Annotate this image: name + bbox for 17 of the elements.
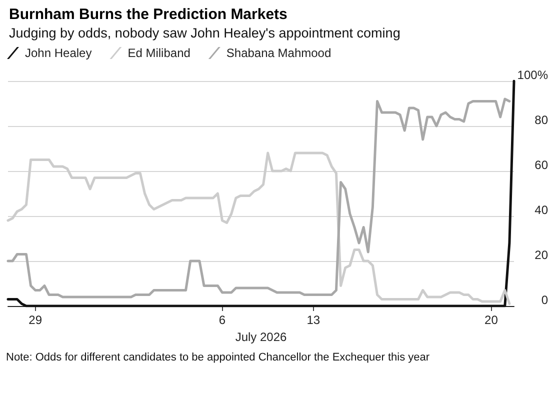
legend-label: Shabana Mahmood — [226, 46, 332, 60]
text: Note: Odds for different candidates to be appointed Chancellor the Exchequer this year — [6, 352, 430, 364]
legend-label: Ed Miliband — [128, 46, 190, 60]
y-tick-label: 80 — [534, 113, 548, 127]
x-axis-title: July 2026 — [235, 330, 288, 344]
legend-label: John Healey — [25, 46, 92, 60]
y-tick-label: 20 — [534, 248, 548, 262]
y-tick-label: 0 — [541, 293, 548, 307]
chart-subtitle: Judging by odds, nobody saw John Healey's appointment coming — [9, 26, 400, 40]
x-tick-label: 29 — [28, 313, 42, 327]
y-tick-label: 60 — [534, 158, 548, 172]
x-tick-label: 20 — [484, 313, 498, 327]
x-tick-label: 13 — [306, 313, 320, 327]
y-tick-label: 40 — [534, 203, 548, 217]
chart-title: Burnham Burns the Prediction Markets — [9, 6, 288, 23]
x-tick-label: 6 — [218, 313, 226, 327]
y-tick-label: 100% — [517, 68, 548, 82]
